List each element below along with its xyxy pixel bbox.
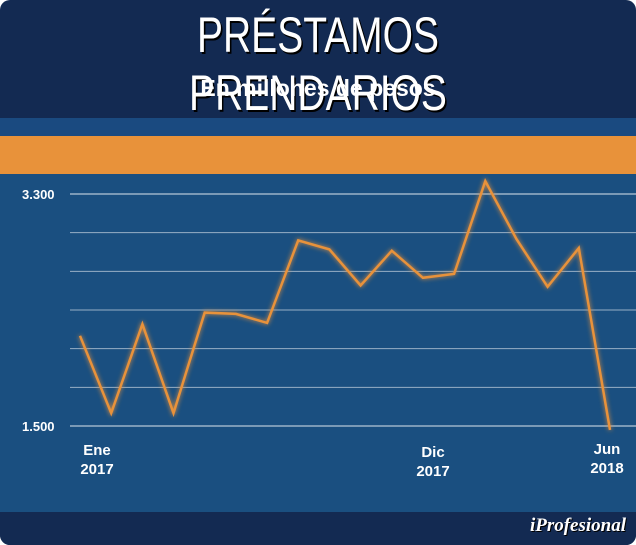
x-tick-month: Ene — [83, 442, 111, 459]
x-tick-year: 2018 — [590, 460, 624, 477]
accent-band — [0, 136, 636, 174]
data-point — [421, 276, 425, 280]
data-point — [172, 411, 176, 415]
x-tick-year: 2017 — [80, 461, 114, 478]
data-point — [577, 246, 581, 250]
x-tick-month: Dic — [421, 444, 445, 461]
brand-logo: iProfesional — [529, 515, 626, 536]
data-point — [483, 179, 487, 183]
chart-title: PRÉSTAMOS PRENDARIOS — [189, 7, 447, 121]
x-tick-year: 2017 — [416, 463, 450, 480]
data-point — [203, 311, 207, 315]
data-point — [608, 428, 612, 432]
data-point — [296, 238, 300, 242]
data-point — [327, 247, 331, 251]
data-point — [359, 284, 363, 288]
data-point — [546, 285, 550, 289]
data-point — [265, 321, 269, 325]
data-point — [234, 312, 238, 316]
data-point — [390, 249, 394, 253]
plot-area — [0, 174, 636, 512]
x-tick-label-jun-2018: Jun 2018 — [572, 440, 636, 478]
decorative-band — [0, 118, 636, 136]
series-line — [78, 177, 612, 431]
y-tick-label-min: 1.500 — [22, 419, 55, 434]
chart-subtitle: En millones de pesos — [200, 75, 436, 101]
data-point — [109, 411, 113, 415]
data-point — [140, 322, 144, 326]
x-tick-month: Jun — [593, 441, 621, 458]
x-tick-label-dic-2017: Dic 2017 — [398, 443, 468, 481]
data-point — [78, 334, 82, 338]
x-tick-label-ene-2017: Ene 2017 — [62, 441, 132, 479]
y-tick-label-max: 3.300 — [22, 187, 55, 202]
data-point — [514, 237, 518, 241]
data-point — [452, 272, 456, 276]
footer-bar — [0, 512, 636, 545]
